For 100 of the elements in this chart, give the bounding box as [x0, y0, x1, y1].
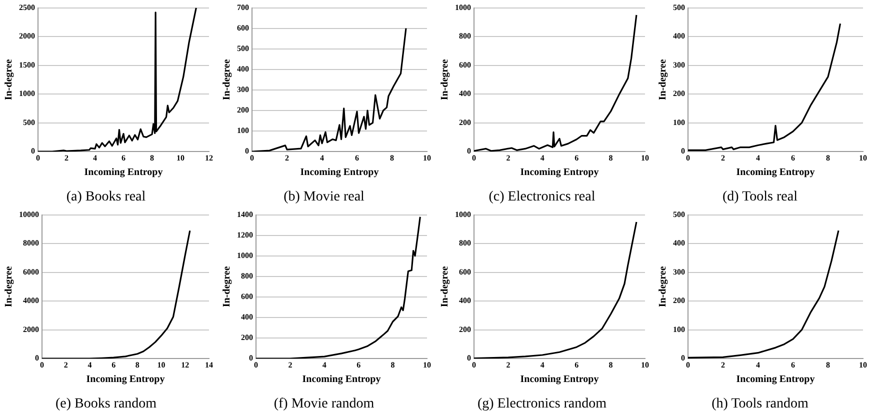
- y-tick-label: 6000: [23, 267, 39, 276]
- y-tick-label: 10000: [19, 210, 39, 219]
- x-tick-label: 2: [64, 153, 68, 162]
- y-tick-label: 0: [249, 354, 253, 363]
- x-tick-label: 6: [112, 360, 116, 370]
- y-tick-label: 500: [23, 118, 35, 127]
- y-tick-label: 2000: [19, 32, 35, 41]
- y-axis-title: In-degree: [440, 58, 451, 100]
- y-tick-label: 600: [459, 60, 471, 70]
- x-axis-title: Incoming Entropy: [736, 166, 815, 178]
- x-tick-label: 10: [641, 153, 649, 162]
- y-tick-label: 600: [459, 267, 471, 276]
- y-axis-title: In-degree: [222, 58, 233, 100]
- text: (e) Books random: [55, 396, 157, 412]
- y-axis-title: In-degree: [658, 58, 669, 100]
- x-tick-label: 10: [423, 153, 431, 162]
- y-tick-label: 400: [673, 238, 685, 248]
- y-tick-label: 0: [681, 354, 685, 363]
- x-tick-label: 8: [390, 153, 394, 162]
- x-tick-label: 6: [791, 360, 795, 370]
- y-tick-label: 1000: [455, 210, 471, 219]
- y-tick-label: 200: [237, 106, 249, 115]
- x-tick-label: 8: [826, 153, 830, 162]
- y-tick-label: 200: [459, 324, 471, 334]
- y-tick-label: 4000: [23, 296, 39, 306]
- y-tick-label: 200: [241, 333, 253, 342]
- x-tick-label: 8: [390, 360, 395, 370]
- x-axis-title: Incoming Entropy: [300, 166, 379, 178]
- x-tick-label: 8: [150, 153, 154, 162]
- x-tick-label: 2: [288, 360, 292, 370]
- x-tick-label: 8: [608, 360, 613, 370]
- y-axis-title: In-degree: [658, 266, 669, 308]
- y-tick-label: 800: [459, 32, 471, 41]
- x-axis-title: Incoming Entropy: [736, 374, 815, 385]
- x-tick-label: 2: [506, 153, 510, 162]
- y-tick-label: 700: [237, 2, 249, 12]
- y-tick-label: 1500: [19, 60, 35, 70]
- x-axis-title: Incoming Entropy: [86, 374, 165, 385]
- y-tick-label: 200: [673, 89, 685, 98]
- y-tick-label: 600: [241, 292, 253, 302]
- x-tick-label: 6: [355, 153, 359, 162]
- x-tick-label: 4: [88, 360, 92, 370]
- x-tick-label: 4: [320, 153, 324, 162]
- x-tick-label: 6: [791, 153, 795, 162]
- y-tick-label: 100: [237, 126, 249, 136]
- y-tick-label: 0: [681, 146, 685, 156]
- x-tick-label: 10: [859, 360, 867, 370]
- x-tick-label: 8: [826, 360, 830, 370]
- x-tick-label: 6: [574, 153, 579, 162]
- x-tick-label: 2: [721, 153, 725, 162]
- y-tick-label: 8000: [23, 238, 39, 248]
- y-tick-label: 2000: [23, 324, 39, 334]
- x-tick-label: 4: [93, 153, 97, 162]
- x-tick-label: 4: [756, 153, 760, 162]
- text: (a) Books real: [66, 189, 146, 204]
- y-tick-label: 200: [459, 118, 471, 127]
- x-axis-title: Incoming Entropy: [520, 166, 599, 178]
- x-tick-label: 14: [205, 360, 213, 370]
- y-axis-title: In-degree: [222, 266, 233, 308]
- x-tick-label: 4: [756, 360, 760, 370]
- y-tick-label: 800: [459, 238, 471, 248]
- y-tick-label: 1000: [19, 89, 35, 98]
- y-tick-label: 1000: [455, 2, 471, 12]
- y-axis-title: In-degree: [4, 266, 15, 308]
- x-tick-label: 8: [135, 360, 140, 370]
- x-axis-title: Incoming Entropy: [302, 374, 381, 385]
- x-axis-title: Incoming Entropy: [84, 166, 163, 178]
- y-tick-label: 1000: [237, 250, 253, 260]
- y-tick-label: 400: [237, 64, 249, 74]
- y-tick-label: 1400: [237, 210, 253, 219]
- y-tick-label: 0: [467, 354, 471, 363]
- text: (f) Movie random: [274, 396, 374, 412]
- text: (h) Tools random: [712, 396, 808, 412]
- text: (c) Electronics real: [488, 189, 596, 204]
- y-tick-label: 0: [467, 146, 471, 156]
- y-tick-label: 0: [31, 146, 35, 156]
- x-tick-label: 12: [205, 153, 213, 162]
- x-tick-label: 10: [176, 153, 184, 162]
- x-tick-label: 10: [423, 360, 431, 370]
- x-tick-label: 6: [574, 360, 579, 370]
- y-axis-title: In-degree: [4, 58, 15, 100]
- x-tick-label: 10: [859, 153, 867, 162]
- y-tick-label: 0: [245, 146, 249, 156]
- y-tick-label: 200: [673, 296, 685, 306]
- y-tick-label: 800: [241, 271, 253, 280]
- text: (g) Electronics random: [477, 396, 607, 412]
- x-tick-label: 2: [285, 153, 289, 162]
- y-tick-label: 400: [673, 32, 685, 41]
- x-tick-label: 12: [181, 360, 190, 370]
- y-tick-label: 400: [459, 89, 471, 98]
- y-axis-title: In-degree: [440, 266, 451, 308]
- x-tick-label: 2: [506, 360, 510, 370]
- y-tick-label: 300: [673, 267, 685, 276]
- y-tick-label: 600: [237, 23, 249, 32]
- x-tick-label: 4: [540, 153, 544, 162]
- y-tick-label: 300: [673, 60, 685, 70]
- y-tick-label: 500: [237, 44, 249, 53]
- text: (d) Tools real: [722, 189, 798, 204]
- y-tick-label: 2500: [19, 2, 35, 12]
- y-tick-label: 400: [459, 296, 471, 306]
